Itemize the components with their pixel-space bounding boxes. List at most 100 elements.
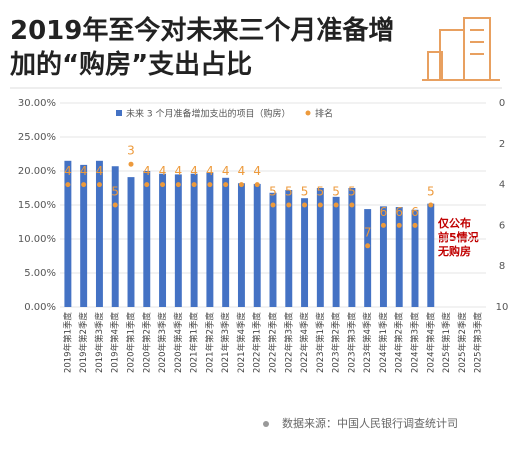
- rank-dot: [238, 182, 244, 188]
- rank-label: 4: [190, 164, 198, 178]
- x-tick-label: 2022年第2季度: [268, 312, 279, 374]
- x-tick-label: 2023年第2季度: [331, 312, 342, 374]
- bar: [332, 196, 340, 307]
- bar: [285, 190, 293, 307]
- y-tick-label: 20.00%: [18, 166, 56, 177]
- rank-label: 6: [380, 205, 388, 219]
- x-tick-label: 2020年第3季度: [157, 312, 168, 374]
- bar: [237, 183, 245, 307]
- rank-dot: [144, 182, 150, 188]
- bar: [143, 171, 151, 307]
- bar: [64, 160, 72, 307]
- x-tick-label: 2019年第4季度: [110, 312, 121, 374]
- y2-tick-label: 4: [499, 180, 505, 191]
- chart-title: 2019年至今对未来三个月准备增加的“购房”支出占比: [10, 16, 395, 80]
- y-tick-label: 10.00%: [18, 234, 56, 245]
- rank-dot: [270, 202, 276, 208]
- bar: [364, 209, 372, 307]
- rank-dot: [317, 202, 323, 208]
- bar: [348, 188, 356, 307]
- x-tick-label: 2019年第2季度: [78, 312, 89, 374]
- rank-label: 4: [143, 164, 151, 178]
- rank-dot: [333, 202, 339, 208]
- x-tick-label: 2020年第1季度: [126, 312, 137, 374]
- x-tick-label: 2025年第1季度: [441, 312, 452, 374]
- rank-dot: [396, 222, 402, 228]
- rank-dot: [207, 182, 213, 188]
- x-tick-label: 2025年第3季度: [473, 312, 484, 374]
- rank-dot: [175, 182, 181, 188]
- y-tick-label: 0.00%: [24, 302, 56, 313]
- rank-dot: [365, 243, 371, 249]
- y2-tick-label: 6: [499, 220, 505, 231]
- bar: [174, 174, 182, 307]
- rank-dot: [254, 182, 260, 188]
- rank-label: 5: [111, 185, 119, 199]
- rank-dot: [96, 182, 102, 188]
- x-tick-label: 2019年第3季度: [94, 312, 105, 374]
- rank-label: 4: [222, 164, 230, 178]
- x-tick-label: 2024年第2季度: [394, 312, 405, 374]
- y-tick-label: 30.00%: [18, 98, 56, 109]
- y2-tick-label: 10: [496, 302, 509, 313]
- bullet: [263, 421, 269, 427]
- x-tick-label: 2020年第4季度: [173, 312, 184, 374]
- x-tick-label: 2021年第1季度: [189, 312, 200, 374]
- rank-label: 5: [285, 185, 293, 199]
- x-tick-label: 2024年第3季度: [410, 312, 421, 374]
- x-tick-label: 2022年第4季度: [299, 312, 310, 374]
- rank-dot: [286, 202, 292, 208]
- bar: [301, 198, 309, 307]
- rank-dot: [112, 202, 118, 208]
- rank-dot: [81, 182, 87, 188]
- x-tick-label: 2021年第4季度: [236, 312, 247, 374]
- building-icon: [422, 17, 500, 81]
- x-tick-label: 2023年第1季度: [315, 312, 326, 374]
- bar: [379, 206, 387, 307]
- bar: [190, 173, 198, 307]
- x-tick-label: 2019年第1季度: [62, 312, 73, 374]
- bar: [127, 177, 135, 307]
- x-tick-label: 2025年第2季度: [457, 312, 468, 374]
- rank-label: 6: [411, 205, 419, 219]
- rank-dot: [428, 202, 434, 208]
- legend-swatch: [116, 110, 122, 116]
- rank-label: 6: [395, 205, 403, 219]
- x-tick-label: 2020年第2季度: [141, 312, 152, 374]
- rank-dot: [412, 222, 418, 228]
- x-tick-label: 2023年第3季度: [346, 312, 357, 374]
- legend-label: 排名: [315, 108, 333, 120]
- rank-dot: [380, 222, 386, 228]
- bar: [111, 166, 119, 307]
- x-tick-label: 2023年第4季度: [362, 312, 373, 374]
- y2-tick-label: 8: [499, 261, 505, 272]
- rank-label: 3: [127, 144, 135, 158]
- legend-swatch: [305, 110, 311, 116]
- rank-label: 5: [317, 185, 325, 199]
- rank-dot: [191, 182, 197, 188]
- rank-label: 5: [332, 185, 340, 199]
- y-tick-label: 25.00%: [18, 132, 56, 143]
- y2-tick-label: 0: [499, 98, 505, 109]
- x-tick-label: 2022年第1季度: [252, 312, 263, 374]
- rank-label: 4: [159, 164, 167, 178]
- bar: [411, 209, 419, 307]
- bar: [95, 160, 103, 307]
- bar: [427, 203, 435, 307]
- bar: [316, 188, 324, 307]
- bar: [253, 183, 261, 307]
- y2-tick-label: 2: [499, 139, 505, 150]
- x-tick-label: 2022年第3季度: [283, 312, 294, 374]
- rank-label: 4: [206, 164, 214, 178]
- y-tick-label: 15.00%: [18, 200, 56, 211]
- y-tick-label: 5.00%: [24, 268, 56, 279]
- rank-dot: [349, 202, 355, 208]
- x-tick-label: 2024年第4季度: [425, 312, 436, 374]
- bar: [222, 177, 230, 307]
- rank-label: 5: [427, 185, 435, 199]
- source: 数据来源：中国人民银行调查统计司: [282, 416, 458, 430]
- bar: [395, 207, 403, 307]
- bar: [80, 164, 88, 307]
